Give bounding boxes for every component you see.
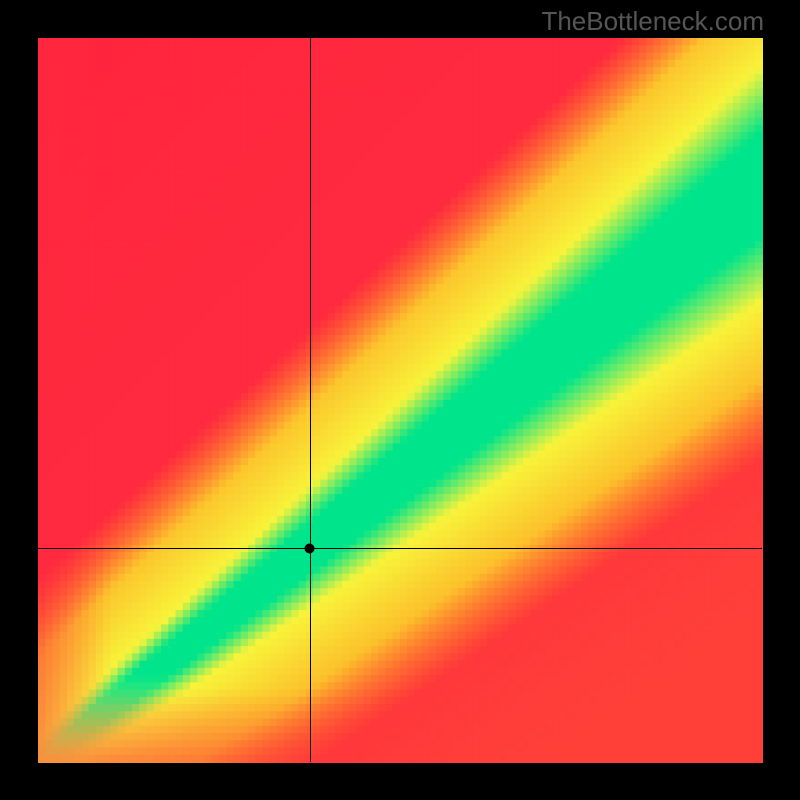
bottleneck-heatmap [0, 0, 800, 800]
watermark-text: TheBottleneck.com [541, 6, 764, 37]
chart-container: TheBottleneck.com [0, 0, 800, 800]
